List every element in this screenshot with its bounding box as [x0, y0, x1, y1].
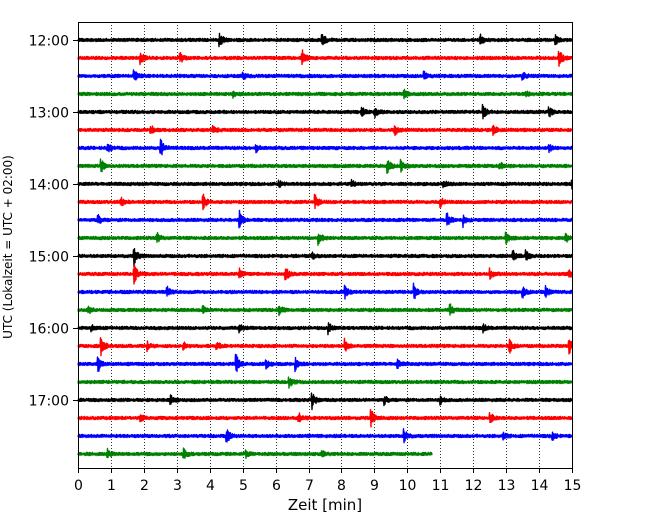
- trace-5: [77, 124, 573, 137]
- trace-15: [77, 303, 573, 317]
- plot-frame: [78, 22, 573, 469]
- trace-4: [77, 103, 573, 120]
- y-axis-label: UTC (Lokalzeit = UTC + 02:00): [1, 155, 15, 339]
- x-tick-label: 6: [272, 478, 281, 494]
- x-tick-label: 15: [564, 478, 582, 494]
- trace-10: [77, 209, 573, 229]
- trace-21: [77, 408, 573, 428]
- seismic-traces: [77, 32, 573, 460]
- x-tick-label: 7: [305, 478, 314, 494]
- trace-13: [77, 264, 573, 285]
- y-tick-label: 17:00: [29, 394, 69, 410]
- vertical-grid: [111, 22, 540, 468]
- trace-22: [77, 428, 573, 444]
- trace-6: [77, 138, 573, 156]
- trace-1: [77, 49, 573, 67]
- y-axis-ticks: 12:00 13:00 14:00 15:00 16:00 17:00: [29, 34, 78, 410]
- trace-9: [77, 193, 573, 211]
- x-axis-label: Zeit [min]: [288, 496, 362, 514]
- y-tick-label: 13:00: [29, 106, 69, 122]
- x-tick-label: 3: [173, 478, 182, 494]
- x-tick-label: 9: [370, 478, 379, 494]
- x-tick-label: 11: [432, 478, 450, 494]
- trace-20: [77, 392, 573, 411]
- y-tick-label: 12:00: [29, 34, 69, 50]
- y-tick-label: 14:00: [29, 178, 69, 194]
- trace-19: [77, 376, 573, 389]
- trace-3: [77, 88, 573, 100]
- trace-8: [77, 178, 573, 190]
- trace-16: [77, 322, 573, 336]
- x-tick-label: 1: [107, 478, 116, 494]
- trace-2: [77, 69, 573, 81]
- x-tick-label: 4: [206, 478, 215, 494]
- trace-0: [77, 32, 573, 48]
- x-tick-label: 0: [74, 478, 83, 494]
- trace-18: [77, 353, 573, 373]
- trace-23: [77, 447, 433, 460]
- y-tick-label: 16:00: [29, 322, 69, 338]
- x-axis-ticks: 0 1 2 3 4 5 6 7 8 9 10 11 12 13 14 15: [74, 468, 581, 494]
- x-tick-label: 5: [239, 478, 248, 494]
- x-tick-label: 14: [531, 478, 549, 494]
- trace-12: [77, 247, 573, 268]
- x-tick-label: 8: [337, 478, 346, 494]
- x-tick-label: 2: [140, 478, 149, 494]
- x-tick-label: 12: [465, 478, 483, 494]
- y-tick-label: 15:00: [29, 250, 69, 266]
- trace-17: [77, 337, 573, 357]
- x-tick-label: 13: [498, 478, 516, 494]
- trace-11: [77, 231, 573, 246]
- trace-14: [77, 282, 573, 300]
- x-tick-label: 10: [399, 478, 417, 494]
- trace-7: [77, 158, 573, 175]
